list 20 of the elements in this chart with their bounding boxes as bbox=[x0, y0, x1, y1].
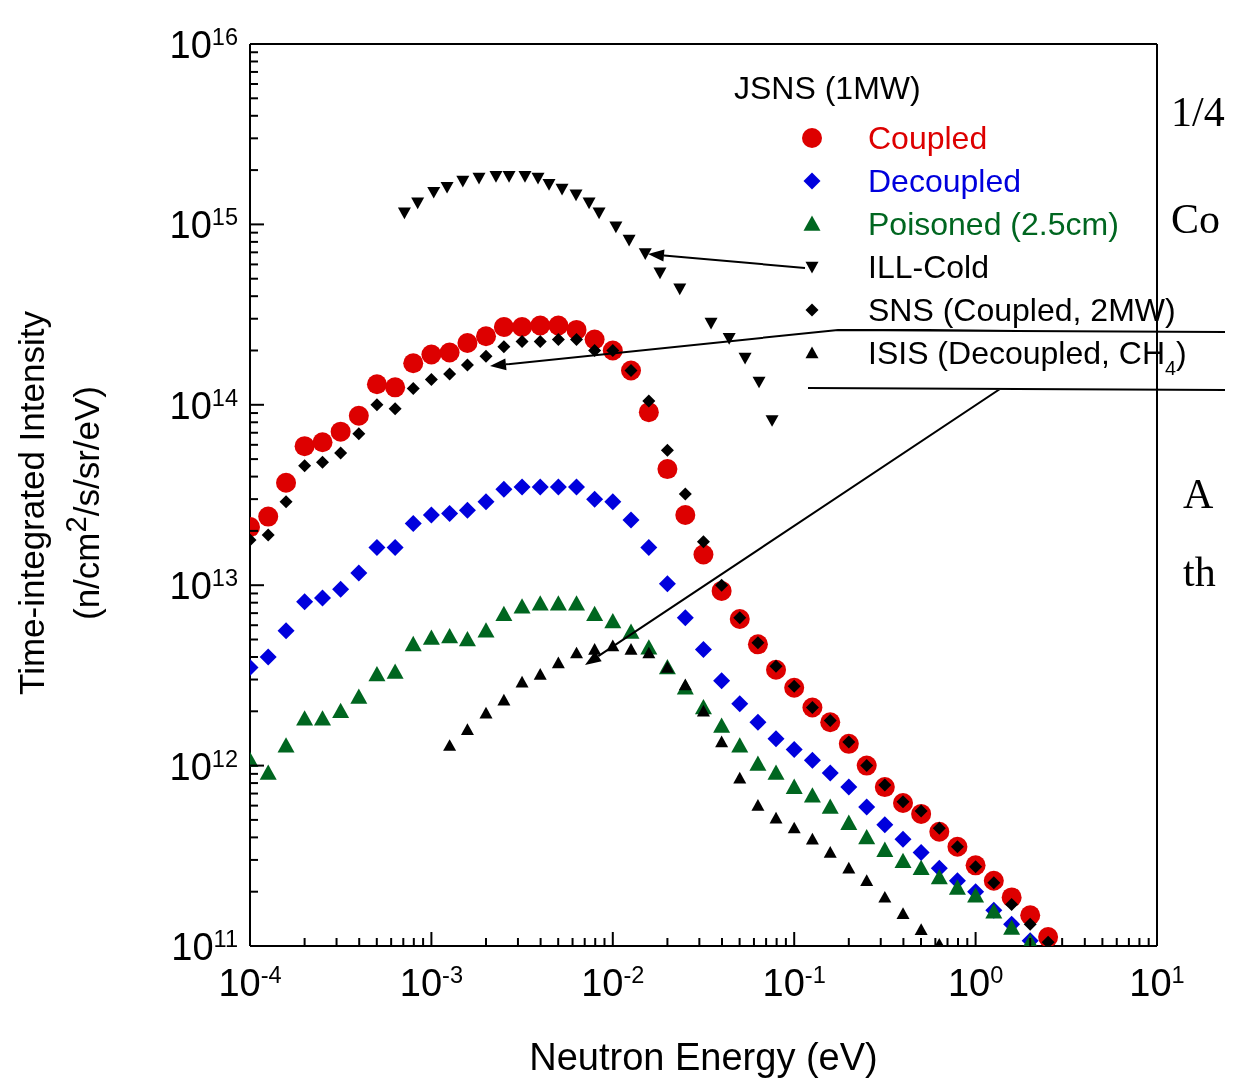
y-tick-label: 10$^{12}$ bbox=[169, 745, 238, 788]
text: A bbox=[1183, 471, 1214, 517]
x-axis-title: Neutron Energy (eV) bbox=[529, 1036, 878, 1078]
legend-title: JSNS (1MW) bbox=[734, 70, 921, 106]
x-tick-label: 10$^{1}$ bbox=[1129, 962, 1185, 1004]
legend-label: Coupled bbox=[868, 120, 988, 156]
text: 1/4 bbox=[1171, 89, 1225, 135]
y-tick-label: 10$^{16}$ bbox=[169, 24, 238, 66]
x-tick-label: 10$^{-2}$ bbox=[581, 962, 645, 1004]
y-tick-label: 10$^{13}$ bbox=[169, 565, 238, 608]
text: th bbox=[1183, 549, 1216, 595]
x-tick-label: 10$^{0}$ bbox=[947, 962, 1004, 1004]
legend-label: ILL-Cold bbox=[868, 249, 989, 285]
y-tick-label: 10$^{14}$ bbox=[169, 384, 238, 427]
text: Co bbox=[1171, 196, 1221, 242]
y-tick-label: 10$^{15}$ bbox=[169, 204, 238, 247]
legend-label: Poisoned (2.5cm) bbox=[868, 206, 1119, 242]
x-tick-label: 10$^{-3}$ bbox=[399, 962, 464, 1004]
x-tick-label: 10$^{-1}$ bbox=[762, 962, 826, 1004]
legend-label: Decoupled bbox=[868, 163, 1021, 199]
